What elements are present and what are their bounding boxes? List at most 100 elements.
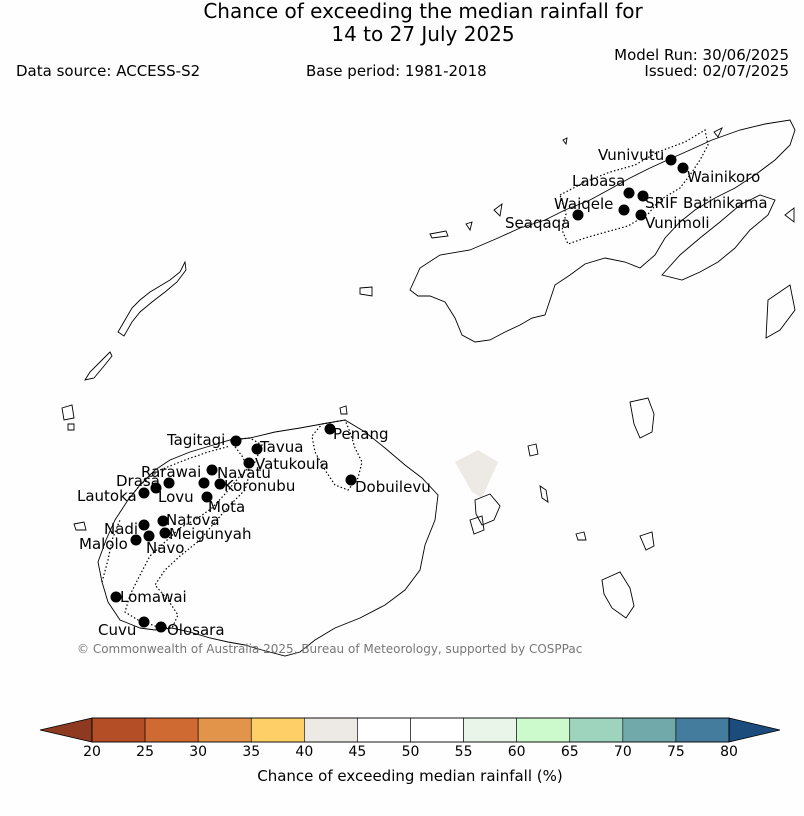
- viti-levu-coastline: [97, 419, 439, 657]
- station-marker[interactable]: [635, 209, 647, 221]
- station-marker[interactable]: [665, 154, 677, 166]
- islet-l: [339, 405, 348, 415]
- station-marker[interactable]: [138, 616, 150, 628]
- colorbar-cells: [91, 717, 730, 743]
- station-label: Penang: [333, 425, 388, 443]
- map-title-line-2: 14 to 27 July 2025: [331, 22, 515, 46]
- colorbar-tick-label: 35: [242, 744, 261, 760]
- station-marker[interactable]: [206, 464, 218, 476]
- kioa-islet: [713, 127, 723, 138]
- station-marker[interactable]: [201, 491, 213, 503]
- issued-text: Issued: 02/07/2025: [644, 62, 789, 80]
- station-marker[interactable]: [230, 435, 242, 447]
- station-marker[interactable]: [637, 190, 649, 202]
- station-label: Lautoka: [77, 487, 137, 505]
- colorbar-cell: [622, 717, 677, 743]
- station-marker[interactable]: [130, 534, 142, 546]
- colorbar-cell: [463, 717, 517, 743]
- islet-h: [429, 230, 449, 239]
- base-period-text: Base period: 1981-2018: [306, 62, 487, 80]
- colorbar-tick-label: 70: [613, 744, 632, 760]
- yasawa-islands: [117, 260, 187, 337]
- station-marker[interactable]: [110, 591, 122, 603]
- station-label: SRIF: [645, 194, 678, 212]
- station-marker[interactable]: [155, 621, 167, 633]
- station-label: Mota: [208, 498, 245, 516]
- station-marker[interactable]: [251, 443, 263, 455]
- colorbar-tick-label: 30: [189, 744, 208, 760]
- east-islet: [765, 284, 796, 339]
- mamanuca-islet: [61, 404, 75, 421]
- yasawa-south: [84, 351, 113, 381]
- station-label: Tagitagi: [166, 431, 225, 449]
- model-run-text: Model Run: 30/06/2025: [614, 46, 789, 64]
- station-label: Vunimoli: [645, 214, 710, 232]
- station-marker[interactable]: [214, 478, 226, 490]
- islet-f: [575, 531, 587, 541]
- station-label: Lovu: [158, 488, 194, 506]
- islet-j: [465, 221, 473, 232]
- colorbar-tick-label: 50: [401, 744, 420, 760]
- colorbar-tick-label: 40: [295, 744, 314, 760]
- viti-levu-coastal-boundary: [101, 445, 231, 583]
- station-marker[interactable]: [143, 530, 155, 542]
- station-label: Batinikama: [683, 194, 768, 212]
- copyright-credit: © Commonwealth of Australia 2025, Bureau…: [77, 642, 583, 656]
- station-label: Olosara: [167, 621, 225, 639]
- station-label: Lomawai: [120, 588, 187, 606]
- station-marker[interactable]: [150, 482, 162, 494]
- station-marker[interactable]: [677, 162, 689, 174]
- station-label: Labasa: [572, 172, 625, 190]
- colorbar-cell: [304, 717, 358, 743]
- islet-i: [493, 202, 503, 217]
- station-marker[interactable]: [159, 527, 171, 539]
- station-label: Dobuilevu: [355, 478, 431, 496]
- colorbar-cell: [516, 717, 571, 743]
- station-label: Drasa: [116, 472, 160, 490]
- station-marker[interactable]: [198, 477, 210, 489]
- taveuni-coastline: [661, 194, 776, 281]
- station-label: Rarawai: [141, 463, 201, 481]
- station-label: Vatukoula: [255, 455, 329, 473]
- colorbar-cell: [197, 717, 252, 743]
- shaded-region: [455, 450, 498, 498]
- colorbar-cell: [410, 717, 464, 743]
- colorbar-tick-label: 75: [666, 744, 685, 760]
- colorbar-tick-label: 65: [560, 744, 579, 760]
- yadua-islet: [359, 286, 373, 297]
- station-marker[interactable]: [163, 477, 175, 489]
- station-marker[interactable]: [138, 487, 150, 499]
- station-label: Natova: [166, 511, 220, 529]
- colorbar-label: Chance of exceeding median rainfall (%): [257, 767, 563, 785]
- station-label: Wainikoro: [687, 168, 760, 186]
- islet-a: [67, 423, 75, 431]
- colorbar-cell: [569, 717, 624, 743]
- colorbar-tick-label: 80: [720, 744, 738, 760]
- station-marker[interactable]: [623, 187, 635, 199]
- colorbar-frame: [91, 717, 730, 743]
- koro-island: [629, 397, 655, 439]
- colorbar-cell: [144, 717, 199, 743]
- ovalau-island: [474, 493, 501, 526]
- northeast-islet: [784, 207, 795, 223]
- station-marker[interactable]: [157, 515, 169, 527]
- station-label: Waiqele: [554, 195, 613, 213]
- stations-layer: Vunivutu Wainikoro Labasa SRIF Batinikam…: [77, 146, 768, 639]
- fiji-map: Vunivutu Wainikoro Labasa SRIF Batinikam…: [61, 119, 796, 657]
- station-label: Tavua: [259, 438, 303, 456]
- station-marker[interactable]: [345, 474, 357, 486]
- vanua-levu-district-boundary: [559, 129, 709, 245]
- station-marker[interactable]: [138, 519, 150, 531]
- station-label: Vunivutu: [598, 146, 664, 164]
- station-marker[interactable]: [618, 204, 630, 216]
- station-marker[interactable]: [243, 457, 255, 469]
- station-label: Navatu: [217, 464, 271, 482]
- colorbar-tick-label: 60: [507, 744, 526, 760]
- station-label: Meigunyah: [169, 525, 251, 543]
- station-marker[interactable]: [572, 209, 584, 221]
- colorbar-tick-label: 55: [454, 744, 473, 760]
- gau-island: [601, 571, 635, 619]
- station-marker[interactable]: [324, 423, 336, 435]
- islet-g: [639, 531, 655, 551]
- islet-b: [73, 521, 87, 531]
